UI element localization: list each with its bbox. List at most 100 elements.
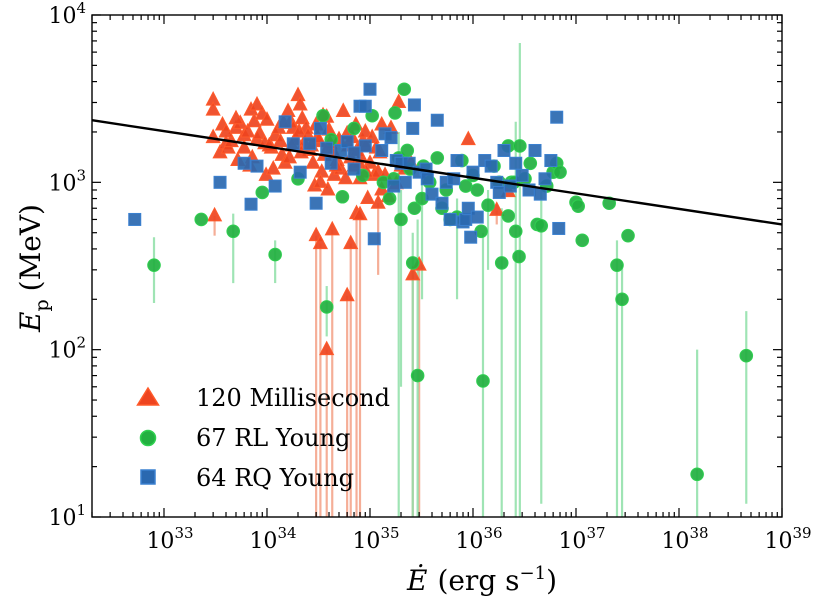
- point-millisecond: [292, 95, 308, 111]
- point-rq-young: [367, 232, 381, 246]
- point-rq-young: [538, 172, 552, 186]
- y-axis-label: Ep(MeV): [14, 204, 53, 333]
- point-millisecond: [343, 234, 359, 250]
- legend-label-millisecond: 120 Millisecond: [196, 384, 390, 412]
- point-millisecond: [252, 124, 268, 140]
- point-rl-young: [316, 108, 330, 123]
- point-rl-young: [255, 185, 270, 200]
- point-rq-young: [286, 137, 300, 151]
- point-millisecond: [305, 154, 321, 169]
- y-tick-label: 102: [48, 334, 86, 364]
- point-rl-young: [571, 199, 585, 214]
- point-rl-young: [458, 179, 473, 193]
- point-millisecond: [364, 128, 380, 144]
- point-millisecond: [249, 95, 265, 111]
- point-rl-young: [513, 139, 527, 153]
- point-rq-young: [268, 179, 282, 193]
- point-rl-young: [621, 228, 635, 243]
- point-rq-young: [358, 139, 372, 153]
- legend: 120 Millisecond 67 RL Young 64 RQ Young: [136, 384, 390, 492]
- point-rq-young: [430, 113, 444, 127]
- point-rq-young: [484, 159, 498, 173]
- point-rl-young: [382, 191, 397, 206]
- point-rq-young: [347, 146, 361, 160]
- legend-marker-square: [140, 469, 156, 485]
- point-rq-young: [435, 196, 449, 210]
- point-millisecond: [338, 169, 354, 185]
- point-rq-young: [470, 210, 484, 224]
- point-rq-young: [464, 230, 478, 244]
- x-tick-labels: 1033 1034 1035 1036 1037 1038 1039: [146, 524, 811, 554]
- point-millisecond: [460, 130, 476, 146]
- point-rq-young: [528, 143, 542, 157]
- point-rq-young: [244, 197, 258, 211]
- point-rq-young: [384, 131, 398, 145]
- point-rq-young: [213, 175, 227, 189]
- point-millisecond: [290, 86, 306, 102]
- point-rl-young: [481, 198, 495, 213]
- point-millisecond: [246, 112, 262, 128]
- point-rq-young: [450, 154, 464, 168]
- point-millisecond: [405, 265, 421, 281]
- point-rl-young: [394, 212, 408, 227]
- point-rq-young: [492, 185, 506, 199]
- point-millisecond: [205, 128, 221, 144]
- point-rq-young: [407, 98, 421, 112]
- point-rq-young: [324, 156, 338, 170]
- y-tick-label: 101: [48, 501, 86, 531]
- point-rq-young: [398, 175, 412, 189]
- point-rl-young: [501, 209, 516, 223]
- point-rq-young: [320, 141, 334, 155]
- plot-frame: [91, 14, 783, 518]
- legend-marker-circle: [139, 429, 157, 447]
- x-tick-label: 1034: [249, 524, 296, 554]
- point-rl-young: [335, 189, 350, 204]
- point-rl-young: [534, 218, 549, 233]
- point-rq-young: [544, 154, 558, 168]
- point-rl-young: [430, 151, 445, 165]
- point-rl-young: [610, 258, 624, 272]
- point-rq-young: [347, 162, 361, 176]
- point-rq-young: [358, 99, 372, 113]
- point-rq-young: [425, 187, 439, 201]
- point-rl-young: [615, 292, 629, 307]
- point-millisecond: [206, 206, 223, 222]
- x-tick-label: 1036: [455, 524, 502, 554]
- legend-label-rl-young: 67 RL Young: [196, 424, 350, 452]
- point-millisecond: [205, 101, 221, 116]
- legend-label-rq-young: 64 RQ Young: [196, 464, 354, 492]
- point-millisecond: [312, 173, 329, 188]
- point-rq-young: [509, 156, 523, 170]
- point-rq-young: [515, 168, 529, 182]
- point-rl-young: [553, 165, 567, 179]
- point-millisecond: [339, 286, 355, 302]
- point-millisecond: [391, 93, 407, 108]
- point-millisecond: [352, 205, 368, 221]
- point-millisecond: [360, 189, 376, 205]
- point-rl-young: [690, 467, 704, 482]
- data-points: [128, 82, 754, 482]
- x-tick-label: 1035: [352, 524, 399, 554]
- point-rq-young: [550, 110, 564, 124]
- point-rq-young: [250, 159, 264, 173]
- point-rq-young: [552, 221, 566, 235]
- point-millisecond: [218, 122, 234, 138]
- point-millisecond: [236, 139, 252, 154]
- point-rl-young: [508, 224, 523, 239]
- point-rl-young: [494, 256, 509, 270]
- point-rl-young: [575, 233, 590, 248]
- point-rl-young: [388, 106, 402, 120]
- point-rq-young: [375, 143, 389, 157]
- point-rl-young: [602, 196, 616, 211]
- legend-marker-triangle: [136, 386, 160, 406]
- point-rq-young: [420, 172, 434, 186]
- point-rl-young: [739, 348, 754, 363]
- fit-line-group: [91, 119, 783, 226]
- point-millisecond: [370, 194, 386, 209]
- x-tick-label: 1033: [146, 524, 193, 554]
- x-tick-label: 1037: [558, 524, 605, 554]
- point-rl-young: [400, 143, 415, 158]
- axes-frame: [91, 14, 783, 518]
- point-millisecond: [265, 160, 281, 175]
